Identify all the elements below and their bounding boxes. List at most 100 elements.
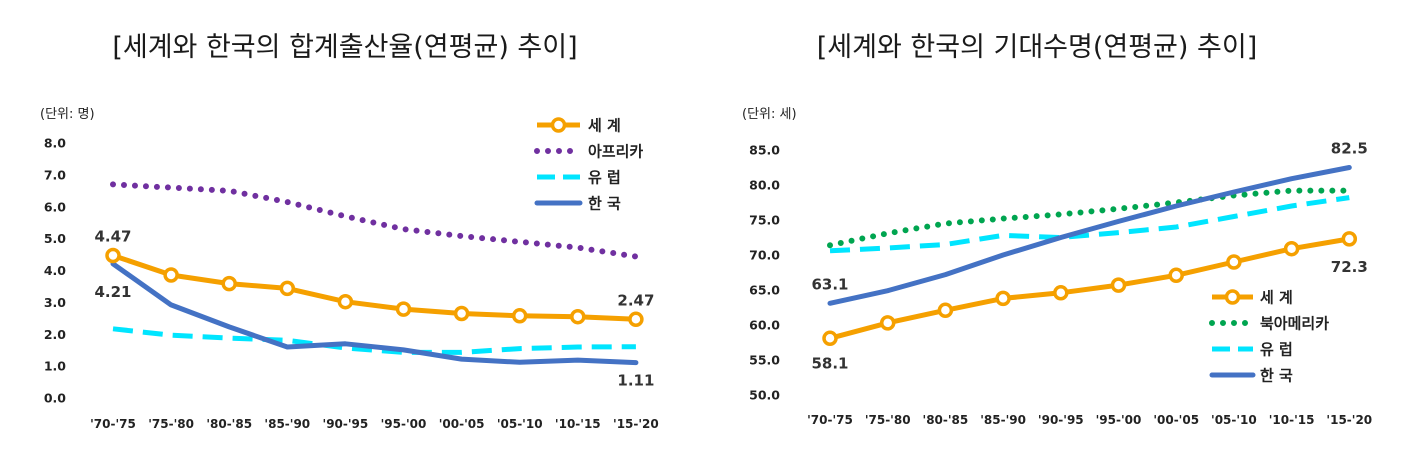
x-tick-label: '95-'00 [1096, 413, 1142, 427]
series-한국-group [827, 165, 1352, 306]
y-tick-label: 3.0 [44, 295, 66, 310]
series-세계-point-4 [1053, 285, 1069, 301]
life-expectancy-chart: [세계와 한국의 기대수명(연평균) 추이] (단위: 세) 50.0 55.0 60.… [742, 32, 1372, 427]
y-tick-label: 2.0 [44, 327, 66, 342]
data-label: 58.1 [811, 354, 848, 372]
y-tick-label: 8.0 [44, 136, 66, 151]
y-tick-label: 50.0 [749, 388, 780, 403]
x-tick-label: '00-'05 [1153, 413, 1199, 427]
x-tick-label: '75-'80 [148, 417, 194, 431]
series-세계-point-7 [1226, 254, 1242, 270]
y-tick-label: 7.0 [44, 167, 66, 182]
data-label: 4.21 [94, 283, 131, 301]
data-label: 1.11 [617, 372, 654, 390]
series-북아메리카-line [827, 187, 1353, 249]
legend-label: 유 럽 [1260, 341, 1293, 359]
series-아프리카-group [110, 181, 639, 260]
series-세계-point-6 [453, 305, 470, 322]
unit-label: (단위: 세) [742, 107, 797, 122]
series-세계-point-9 [1341, 231, 1358, 247]
y-tick-label: 65.0 [749, 283, 780, 298]
series-한국-line [827, 165, 1352, 306]
series-북아메리카-group [827, 187, 1353, 249]
series-세계-point-2 [937, 302, 954, 319]
legend-label: 북아메리카 [1260, 315, 1329, 333]
x-tick-label: '85-'90 [264, 417, 310, 431]
legend-label: 세 계 [1260, 289, 1293, 307]
x-tick-label: '70-'75 [807, 413, 853, 427]
series-유럽-line [112, 326, 636, 355]
series-세계-point-1 [163, 267, 179, 283]
series-세계-group [105, 247, 644, 328]
fertility-rate-chart: [세계와 한국의 합계출산율(연평균) 추이] (단위: 명) 0.0 1.0 2.0 3… [40, 32, 659, 431]
series-세계-point-6 [1168, 267, 1184, 284]
legend-label: 한 국 [1260, 367, 1293, 385]
series-세계-point-8 [1283, 240, 1300, 257]
legend-swatch-0-marker [550, 117, 567, 133]
x-tick-label: '90-'95 [1038, 413, 1084, 427]
x-tick-label: '05-'10 [1211, 413, 1257, 427]
chart-title: [세계와 한국의 합계출산율(연평균) 추이] [112, 32, 577, 63]
y-tick-label: 55.0 [749, 353, 780, 368]
legend-label: 아프리카 [588, 143, 643, 161]
y-tick-label: 4.0 [44, 263, 66, 278]
x-tick-label: '70-'75 [90, 417, 136, 431]
y-tick-label: 6.0 [44, 199, 66, 214]
data-label: 4.47 [94, 228, 131, 246]
series-세계-line [829, 236, 1350, 341]
unit-label: (단위: 명) [40, 107, 95, 122]
series-세계-group [822, 231, 1358, 347]
series-세계-point-3 [995, 290, 1011, 307]
y-tick-label: 85.0 [749, 143, 780, 158]
x-tick-label: '10-'15 [555, 417, 601, 431]
y-tick-label: 80.0 [749, 178, 780, 193]
series-한국-group [110, 261, 639, 366]
series-세계-point-5 [395, 301, 412, 317]
series-세계-point-4 [337, 293, 354, 310]
data-label: 63.1 [811, 275, 848, 293]
x-tick-label: '75-'80 [865, 413, 911, 427]
x-tick-label: '80-'85 [206, 417, 252, 431]
series-세계-point-7 [511, 308, 528, 324]
series-세계-point-8 [570, 308, 586, 325]
legend-label: 유 럽 [588, 169, 621, 187]
series-유럽-group [829, 195, 1350, 254]
x-tick-label: '85-'90 [980, 413, 1026, 427]
series-아프리카-line [110, 181, 639, 260]
x-tick-label: '15-'20 [1326, 413, 1372, 427]
y-tick-label: 70.0 [749, 248, 780, 263]
y-tick-label: 0.0 [44, 391, 66, 406]
data-label: 82.5 [1331, 140, 1368, 158]
series-유럽-group [112, 326, 636, 355]
x-tick-label: '90-'95 [323, 417, 369, 431]
y-tick-label: 1.0 [44, 359, 66, 374]
x-tick-label: '15-'20 [613, 417, 659, 431]
x-tick-label: '95-'00 [381, 417, 427, 431]
series-세계-point-5 [1110, 277, 1127, 293]
series-세계-point-1 [879, 315, 896, 331]
chart-title: [세계와 한국의 기대수명(연평균) 추이] [817, 32, 1257, 63]
x-tick-label: '80-'85 [923, 413, 969, 427]
legend-label: 세 계 [588, 117, 621, 135]
y-tick-label: 60.0 [749, 318, 780, 333]
series-한국-line [110, 261, 639, 366]
data-label: 2.47 [617, 291, 654, 309]
series-유럽-line [829, 195, 1350, 254]
data-label: 72.3 [1331, 258, 1368, 276]
y-tick-label: 5.0 [44, 231, 66, 246]
series-세계-line [112, 253, 637, 322]
y-tick-label: 75.0 [749, 213, 780, 228]
series-세계-point-9 [628, 311, 644, 328]
x-tick-label: '10-'15 [1269, 413, 1315, 427]
x-tick-label: '00-'05 [439, 417, 485, 431]
x-tick-label: '05-'10 [497, 417, 543, 431]
legend-swatch-0-marker [1224, 289, 1241, 305]
series-세계-point-3 [279, 280, 296, 297]
legend-label: 한 국 [588, 195, 621, 213]
series-세계-point-0 [105, 247, 121, 264]
series-세계-point-0 [822, 330, 838, 347]
series-세계-point-2 [221, 275, 237, 292]
